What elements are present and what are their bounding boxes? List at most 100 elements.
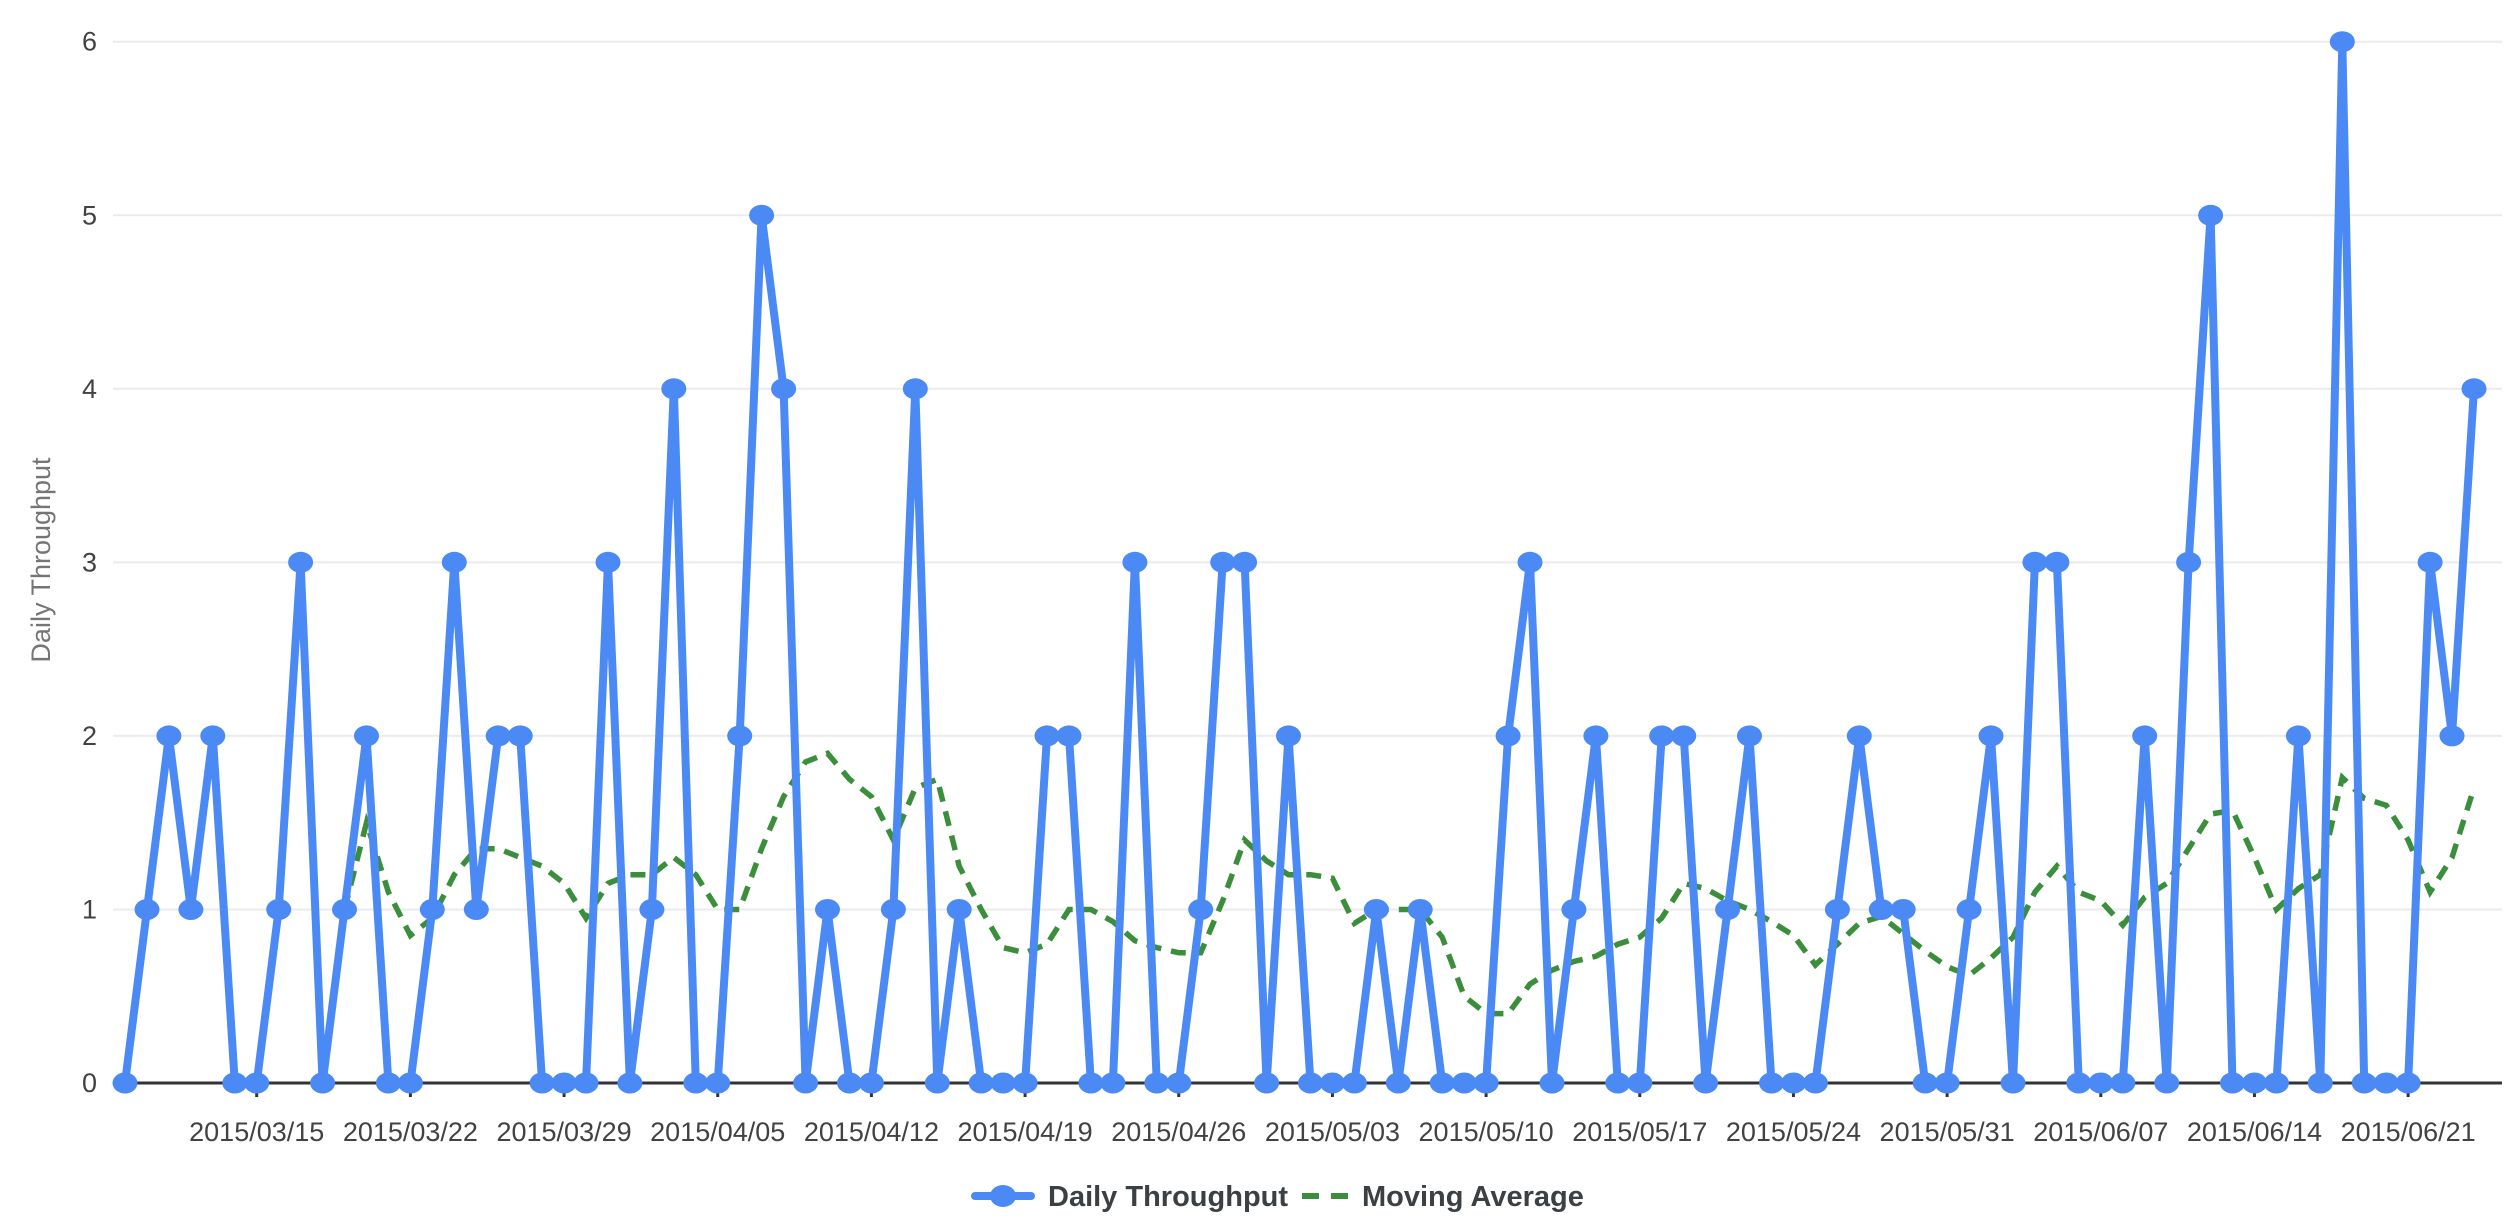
data-point[interactable] (1693, 1072, 1719, 1094)
data-point[interactable] (924, 1072, 950, 1094)
data-point[interactable] (639, 899, 665, 920)
data-point[interactable] (2285, 725, 2311, 747)
data-point[interactable] (749, 204, 775, 226)
data-point[interactable] (1034, 725, 1060, 747)
data-point[interactable] (463, 899, 489, 920)
data-point[interactable] (617, 1072, 643, 1094)
data-point[interactable] (1737, 725, 1762, 747)
data-point[interactable] (2000, 1072, 2026, 1094)
data-point[interactable] (1363, 899, 1389, 920)
data-point[interactable] (2022, 551, 2048, 573)
data-point[interactable] (2329, 31, 2355, 53)
data-point[interactable] (968, 1072, 994, 1094)
data-point[interactable] (1802, 1072, 1828, 1094)
data-point[interactable] (156, 725, 182, 747)
data-point[interactable] (2198, 204, 2224, 226)
data-point[interactable] (1276, 725, 1301, 747)
data-point[interactable] (771, 378, 797, 400)
data-point[interactable] (1912, 1072, 1938, 1094)
data-point[interactable] (354, 725, 379, 747)
data-point[interactable] (332, 899, 357, 920)
data-point[interactable] (1473, 1072, 1499, 1094)
data-point[interactable] (1649, 725, 1675, 747)
data-point[interactable] (573, 1072, 599, 1094)
data-point[interactable] (1671, 725, 1697, 747)
data-point[interactable] (2110, 1072, 2136, 1094)
data-point[interactable] (2263, 1072, 2289, 1094)
data-point[interactable] (375, 1072, 401, 1094)
data-point[interactable] (793, 1072, 819, 1094)
data-point[interactable] (1868, 899, 1894, 920)
data-point[interactable] (112, 1072, 138, 1094)
data-point[interactable] (2351, 1072, 2377, 1094)
data-point[interactable] (1429, 1072, 1455, 1094)
data-point[interactable] (990, 1072, 1016, 1094)
data-point[interactable] (1824, 899, 1850, 920)
data-point[interactable] (529, 1072, 555, 1094)
data-point[interactable] (1210, 551, 1236, 573)
data-point[interactable] (595, 551, 621, 573)
data-point[interactable] (2044, 551, 2070, 573)
data-point[interactable] (880, 899, 906, 920)
data-point[interactable] (946, 899, 972, 920)
data-point[interactable] (1078, 1072, 1104, 1094)
data-point[interactable] (815, 899, 840, 920)
data-point[interactable] (1517, 551, 1543, 573)
data-point[interactable] (1100, 1072, 1126, 1094)
data-point[interactable] (1385, 1072, 1411, 1094)
data-point[interactable] (1122, 551, 1148, 573)
data-point[interactable] (288, 551, 314, 573)
data-point[interactable] (1539, 1072, 1565, 1094)
data-point[interactable] (2154, 1072, 2180, 1094)
data-point[interactable] (1144, 1072, 1170, 1094)
data-point[interactable] (178, 899, 204, 920)
data-point[interactable] (200, 725, 226, 747)
data-point[interactable] (1166, 1072, 1192, 1094)
data-point[interactable] (902, 378, 928, 400)
data-point[interactable] (2242, 1072, 2267, 1094)
data-point[interactable] (1846, 725, 1872, 747)
data-point[interactable] (419, 899, 445, 920)
data-point[interactable] (858, 1072, 884, 1094)
data-point[interactable] (134, 899, 160, 920)
data-point[interactable] (2307, 1072, 2333, 1094)
data-point[interactable] (1319, 1072, 1345, 1094)
data-point[interactable] (1583, 725, 1609, 747)
data-point[interactable] (2176, 551, 2202, 573)
data-point[interactable] (1956, 899, 1982, 920)
data-point[interactable] (1759, 1072, 1784, 1094)
data-point[interactable] (244, 1072, 270, 1094)
data-point[interactable] (1781, 1072, 1806, 1094)
data-point[interactable] (2461, 378, 2487, 400)
data-point[interactable] (2132, 725, 2158, 747)
data-point[interactable] (727, 725, 753, 747)
data-point[interactable] (1978, 725, 2004, 747)
data-point[interactable] (837, 1072, 862, 1094)
data-point[interactable] (1407, 899, 1433, 920)
data-point[interactable] (222, 1072, 248, 1094)
data-point[interactable] (1495, 725, 1521, 747)
data-point[interactable] (2088, 1072, 2114, 1094)
data-point[interactable] (1627, 1072, 1653, 1094)
data-point[interactable] (2439, 725, 2465, 747)
data-point[interactable] (1012, 1072, 1038, 1094)
data-point[interactable] (507, 725, 533, 747)
data-point[interactable] (1056, 725, 1082, 747)
data-point[interactable] (2066, 1072, 2092, 1094)
data-point[interactable] (1232, 551, 1258, 573)
data-point[interactable] (1451, 1072, 1477, 1094)
data-point[interactable] (1188, 899, 1214, 920)
data-point[interactable] (485, 725, 511, 747)
data-point[interactable] (2373, 1072, 2399, 1094)
data-point[interactable] (1715, 899, 1741, 920)
data-point[interactable] (310, 1072, 336, 1094)
data-point[interactable] (1605, 1072, 1631, 1094)
data-point[interactable] (705, 1072, 731, 1094)
data-point[interactable] (2220, 1072, 2245, 1094)
data-point[interactable] (1254, 1072, 1280, 1094)
data-point[interactable] (1890, 899, 1916, 920)
data-point[interactable] (1341, 1072, 1367, 1094)
data-point[interactable] (397, 1072, 423, 1094)
data-point[interactable] (2417, 551, 2443, 573)
data-point[interactable] (441, 551, 467, 573)
